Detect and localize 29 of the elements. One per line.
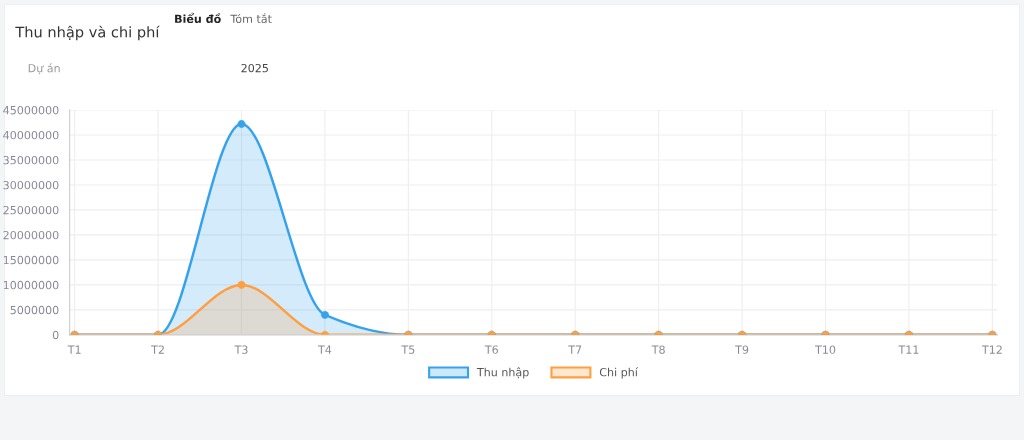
y-tick-label: 20000000: [3, 230, 59, 240]
x-tick-label: T5: [401, 345, 415, 354]
y-tick-label: 5000000: [10, 305, 59, 315]
x-tick-label: T1: [67, 345, 81, 354]
x-tick-label: T8: [651, 345, 665, 354]
y-tick-label: 15000000: [3, 255, 59, 265]
x-tick-label: T12: [981, 345, 1002, 354]
y-tick-label: 35000000: [3, 155, 59, 165]
y-tick-label: 40000000: [3, 130, 59, 140]
x-tick-label: T7: [568, 345, 582, 354]
x-tick-label: T4: [317, 345, 332, 354]
y-tick-label: 45000000: [3, 105, 59, 115]
x-tick-label: T9: [735, 345, 749, 354]
y-tick-label: 25000000: [3, 205, 59, 215]
legend-label: Thu nhập: [476, 367, 529, 379]
y-tick-label: 0: [52, 330, 59, 340]
text: 2025: [241, 63, 268, 73]
x-tick-label: T2: [151, 345, 164, 354]
y-tick-label: 30000000: [3, 180, 59, 190]
text: Biểu đồ: [175, 12, 221, 24]
x-tick-label: T11: [898, 345, 919, 354]
x-tick-label: T3: [234, 345, 248, 354]
chart-title: Thu nhập và chi phí: [15, 25, 160, 41]
y-tick-label: 10000000: [3, 280, 59, 290]
text: Dự án: [28, 63, 60, 75]
x-tick-label: T10: [815, 345, 836, 354]
text: Tóm tắt: [230, 13, 272, 24]
legend-label: Chi phí: [599, 367, 639, 379]
x-tick-label: T6: [484, 345, 499, 354]
